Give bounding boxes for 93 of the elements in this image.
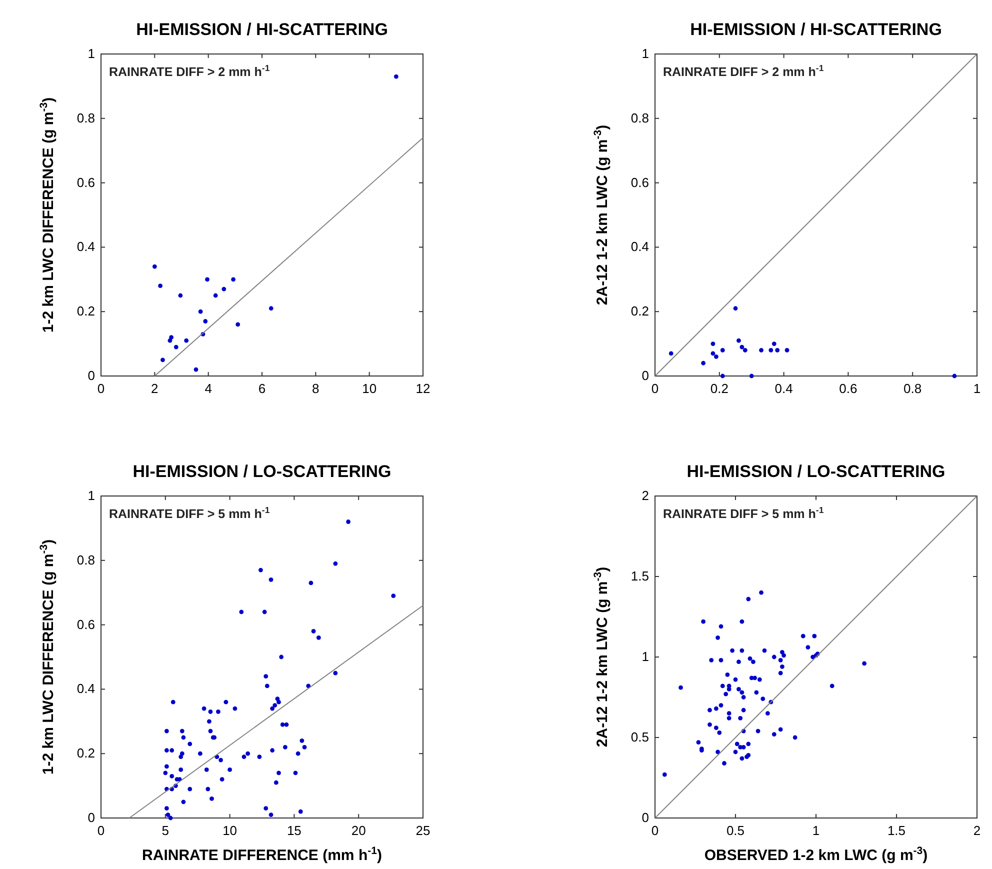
chart-title: HI-EMISSION / HI-SCATTERING	[690, 20, 942, 39]
point	[749, 374, 754, 378]
point	[720, 348, 725, 352]
point	[733, 306, 738, 311]
point	[178, 293, 183, 298]
y-tick-label: 0.6	[630, 174, 649, 190]
x-tick-label: 0	[651, 381, 659, 396]
x-tick-label: 2	[151, 381, 158, 396]
point	[169, 335, 174, 340]
point	[710, 342, 716, 346]
x-tick-label: 5	[162, 823, 170, 838]
x-tick-label: 0	[651, 823, 659, 838]
point	[775, 348, 780, 352]
y-tick-label: 1	[642, 649, 649, 664]
point	[740, 344, 744, 350]
point	[231, 277, 236, 282]
point	[160, 358, 165, 362]
chart-title: HI-EMISSION / LO-SCATTERING	[132, 462, 392, 481]
x-tick-label: 10	[362, 381, 377, 396]
point	[772, 342, 776, 346]
point	[213, 293, 218, 298]
x-tick-label: 4	[204, 381, 212, 396]
point	[952, 374, 957, 378]
x-tick-label: 2	[973, 823, 981, 838]
y-tick-label: 0	[642, 368, 649, 383]
x-tick-label: 0.4	[774, 381, 793, 396]
chart-title: HI-EMISSION / LO-SCATTERING	[686, 462, 946, 481]
y-tick-label: 0.6	[76, 174, 95, 190]
x-tick-label: 6	[258, 381, 266, 396]
x-tick-label: 0	[97, 823, 105, 838]
x-tick-label: 1	[812, 823, 820, 838]
point	[194, 367, 198, 372]
point	[668, 351, 674, 356]
annotation: RAINRATE DIFF > 2 mm h$^{-1}$	[109, 63, 270, 79]
y-tick-label: 0.8	[630, 110, 649, 126]
annotation: RAINRATE DIFF > 2 mm h$^{-1}$	[663, 63, 824, 79]
point	[184, 338, 189, 343]
point	[152, 264, 157, 269]
y-tick-label: 0.8	[76, 552, 95, 568]
x-tick-label: 0.2	[710, 381, 728, 396]
point	[736, 338, 741, 343]
y-tick-label: 0.6	[76, 616, 95, 632]
point	[168, 338, 172, 343]
point	[720, 374, 725, 378]
x-tick-label: 20	[351, 823, 366, 838]
point	[714, 354, 718, 359]
x-tick-label: 25	[416, 823, 430, 838]
y-tick-label: 0.2	[76, 746, 95, 761]
y-tick-label: 2	[642, 488, 649, 503]
y-tick-label: 0.2	[76, 304, 95, 319]
point	[174, 344, 178, 350]
point	[222, 286, 226, 292]
y-tick-label: 0.8	[76, 110, 95, 126]
y-tick-label: 0.5	[630, 730, 649, 744]
point	[203, 319, 208, 324]
y-tick-label: 0	[642, 810, 649, 825]
x-tick-label: 10	[222, 823, 238, 838]
y-tick-label: 1.5	[630, 568, 649, 584]
point	[205, 277, 210, 282]
annotation: RAINRATE DIFF > 5 mm h$^{-1}$	[663, 505, 824, 521]
y-tick-label: 1	[88, 488, 95, 503]
y-tick-label: 1	[642, 46, 649, 61]
x-tick-label: 0.6	[839, 381, 858, 396]
point	[268, 306, 274, 311]
point	[394, 74, 398, 79]
x-tick-label: 12	[416, 381, 430, 396]
x-tick-label: 0.8	[904, 381, 922, 396]
y-tick-label: 0.4	[630, 239, 649, 254]
x-tick-label: 0	[97, 381, 105, 396]
point	[784, 348, 790, 352]
y-tick-label: 0.2	[630, 304, 649, 319]
chart-title: HI-EMISSION / HI-SCATTERING	[136, 20, 388, 39]
x-tick-label: 1	[973, 381, 981, 396]
x-axis-title: RAINRATE DIFFERENCE (mm h$^{-1}$)	[142, 845, 382, 864]
point	[701, 360, 706, 366]
point	[710, 351, 716, 356]
x-tick-label: 8	[312, 381, 320, 396]
x-tick-label: 1.5	[887, 823, 906, 838]
point	[236, 322, 240, 327]
point	[768, 348, 774, 352]
x-tick-label: 0.5	[726, 823, 745, 838]
annotation: RAINRATE DIFF > 5 mm h$^{-1}$	[109, 505, 270, 521]
point	[759, 348, 764, 352]
y-tick-label: 0.4	[76, 681, 95, 696]
y-tick-label: 1	[88, 46, 95, 61]
point	[158, 284, 162, 288]
y-tick-label: 0.4	[76, 239, 95, 254]
x-axis-title: OBSERVED 1-2 km LWC (g m$^{-3}$)	[704, 845, 928, 864]
y-tick-label: 0	[88, 368, 95, 383]
x-tick-label: 15	[286, 823, 302, 838]
point	[198, 309, 203, 314]
point	[742, 348, 748, 352]
y-tick-label: 0	[88, 810, 95, 825]
